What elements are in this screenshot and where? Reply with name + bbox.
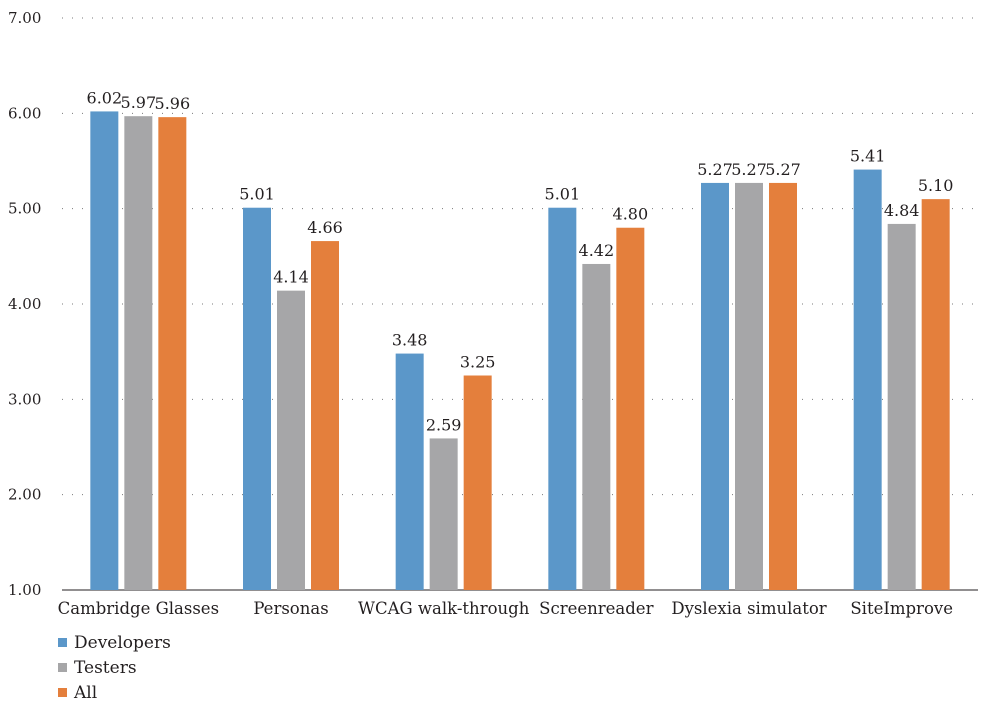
bars: [90, 111, 950, 591]
data-label: 4.42: [579, 241, 615, 260]
y-tick-label: 7.00: [8, 9, 41, 27]
legend-swatch-developers: [58, 638, 67, 647]
data-label: 5.27: [697, 160, 733, 179]
data-label: 4.84: [884, 201, 920, 220]
bar-testers-3: [429, 438, 458, 590]
legend-label-testers: Testers: [74, 657, 137, 678]
y-tick-label: 6.00: [8, 104, 41, 122]
data-label: 5.97: [121, 93, 157, 112]
x-axis-categories: Cambridge Glasses Personas WCAG walk-throu…: [58, 599, 953, 618]
data-label: 4.66: [307, 218, 343, 237]
y-axis: 1.00 2.00 3.00 4.00 5.00 6.00 7.00: [8, 9, 41, 599]
y-tick-label: 2.00: [8, 486, 41, 504]
data-label: 5.41: [850, 147, 886, 166]
bar-testers-6: [887, 223, 916, 591]
bar-developers-2: [243, 207, 271, 591]
bar-all-3: [463, 375, 492, 590]
data-label: 5.01: [239, 185, 275, 204]
x-category-label: Dyslexia simulator: [671, 599, 826, 618]
legend-swatch-testers: [58, 663, 67, 672]
data-label: 2.59: [426, 415, 462, 434]
legend-label-developers: Developers: [74, 632, 171, 653]
x-category-label: Screenreader: [539, 599, 653, 618]
data-labels: 6.025.975.96 5.01 4.14 4.66 3.48 2.59 3.25 5.01…: [87, 88, 954, 434]
data-label: 5.27: [765, 160, 801, 179]
bar-developers-1: [90, 111, 119, 590]
data-label: 5.10: [918, 176, 954, 195]
bar-all-5: [769, 182, 797, 590]
legend-label-all: All: [74, 682, 98, 703]
data-label: 5.27: [731, 160, 767, 179]
bar-developers-6: [853, 169, 882, 590]
x-category-label: Personas: [253, 599, 328, 618]
bar-testers-2: [277, 290, 305, 590]
gridlines: [62, 17, 978, 591]
data-label: 3.48: [392, 331, 428, 350]
y-tick-label: 5.00: [8, 200, 41, 218]
x-category-label: Cambridge Glasses: [58, 599, 219, 618]
data-label: 5.96: [155, 94, 191, 113]
data-label: 3.25: [460, 353, 496, 372]
legend-item-developers: Developers: [58, 630, 171, 655]
bar-all-4: [616, 227, 645, 590]
y-tick-label: 1.00: [8, 581, 41, 599]
bar-testers-5: [735, 182, 763, 590]
legend-swatch-all: [58, 688, 67, 697]
x-category-label: WCAG walk-through: [358, 599, 530, 618]
bar-testers-1: [124, 116, 153, 591]
bar-all-6: [921, 199, 950, 590]
data-label: 6.02: [87, 88, 123, 107]
bar-developers-3: [395, 353, 424, 590]
data-label: 4.14: [273, 268, 309, 287]
x-category-label: SiteImprove: [850, 599, 953, 618]
bar-testers-4: [582, 263, 611, 590]
legend: Developers Testers All: [58, 630, 171, 705]
data-label: 5.01: [545, 185, 581, 204]
bar-all-2: [311, 241, 339, 590]
legend-item-testers: Testers: [58, 655, 171, 680]
y-tick-label: 3.00: [8, 390, 41, 408]
bar-developers-5: [701, 182, 729, 590]
y-tick-label: 4.00: [8, 295, 41, 313]
bar-all-1: [158, 117, 187, 590]
bar-developers-4: [548, 207, 577, 591]
data-label: 4.80: [613, 205, 649, 224]
legend-item-all: All: [58, 680, 171, 705]
